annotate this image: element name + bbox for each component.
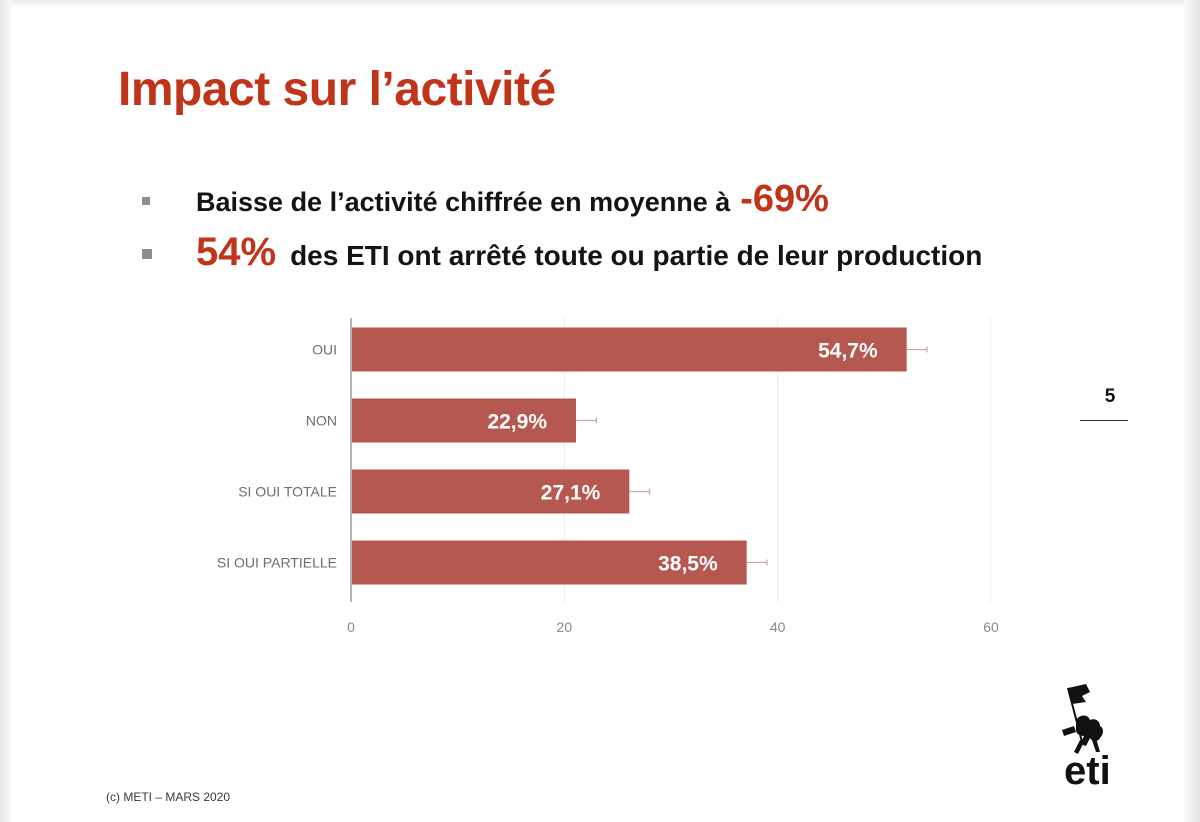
category-label: SI OUI PARTIELLE (217, 555, 337, 571)
slide-title: Impact sur l’activité (118, 63, 556, 116)
logo-text: eti (1064, 749, 1111, 790)
bullet-text: Baisse de l’activité chiffrée en moyenne… (196, 187, 731, 217)
bullet-text: des ETI ont arrêté toute ou partie de le… (290, 240, 983, 271)
page-number: 5 (1104, 386, 1116, 407)
knight-rider-flag-logo-icon: eti (1062, 684, 1111, 790)
square-bullet-icon (142, 249, 152, 259)
bar (352, 469, 630, 514)
data-label: 38,5% (658, 553, 718, 576)
x-tick-label: 0 (347, 619, 355, 635)
x-tick-label: 60 (983, 619, 999, 635)
x-tick-label: 40 (770, 619, 786, 635)
category-label: SI OUI TOTALE (238, 484, 337, 500)
slide-frame-left (0, 0, 12, 822)
data-label: 27,1% (541, 482, 601, 505)
bullet-highlight: -69% (740, 178, 829, 220)
bullet-production-stop: 54% des ETI ont arrêté toute ou partie d… (142, 230, 982, 275)
category-label: NON (306, 413, 337, 429)
slide-frame-right (1184, 0, 1200, 822)
data-label: 22,9% (487, 411, 547, 434)
category-label: OUI (312, 342, 337, 358)
x-tick-label: 20 (557, 619, 573, 635)
slide-frame-top (0, 0, 1200, 8)
bar-chart: 0 20 40 60 OUI 54,7% NON 22,9% SI OUI TOTALE 27,1… (217, 318, 999, 635)
copyright: (c) METI – MARS 2020 (106, 790, 231, 804)
bar (352, 398, 576, 443)
bullet-highlight: 54% (196, 230, 277, 274)
bullet-activity-drop: Baisse de l’activité chiffrée en moyenne… (142, 178, 829, 221)
bar (352, 540, 747, 585)
data-label: 54,7% (818, 340, 878, 363)
bar (352, 327, 907, 372)
square-bullet-icon (142, 197, 150, 205)
page-number-rule (1080, 420, 1128, 421)
